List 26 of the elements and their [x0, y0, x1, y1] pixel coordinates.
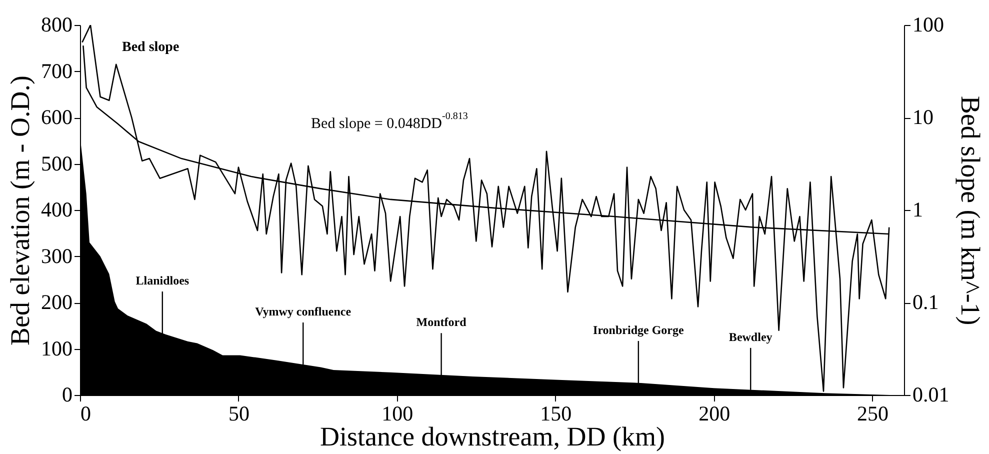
y2-tick-label: 10 — [912, 105, 934, 129]
y-tick-label: 300 — [41, 244, 72, 268]
y-tick-label: 400 — [41, 198, 72, 222]
y2-tick-label: 100 — [912, 12, 944, 36]
y2-axis-title: Bed slope (m km^-1) — [955, 96, 986, 326]
y-tick-label: 800 — [41, 12, 72, 36]
annotation: Llanidloes — [136, 273, 190, 288]
x-tick-label: 0 — [80, 402, 91, 426]
y-tick-label: 0 — [62, 382, 72, 406]
y-tick-label: 600 — [41, 105, 72, 129]
x-tick-label: 200 — [698, 402, 730, 426]
x-tick-label: 250 — [857, 402, 889, 426]
y2-tick-label: 0.01 — [912, 382, 950, 406]
y-tick-label: 200 — [41, 290, 72, 314]
annotation: Bewdley — [728, 330, 772, 344]
y-tick-label: 500 — [41, 151, 72, 176]
annotation: Vymwy confluence — [255, 304, 352, 318]
y2-tick-label: 0.1 — [912, 290, 939, 314]
annotation: Ironbridge Gorge — [593, 322, 684, 337]
y-tick-label: 700 — [41, 58, 72, 83]
annotation: Montford — [416, 315, 467, 330]
x-tick-label: 50 — [228, 402, 250, 426]
series-label: Bed slope — [122, 40, 180, 55]
y2-tick-label: 1 — [912, 198, 923, 222]
y-tick-label: 100 — [41, 336, 72, 360]
y-axis-title: Bed elevation (m - O.D.) — [5, 76, 35, 346]
